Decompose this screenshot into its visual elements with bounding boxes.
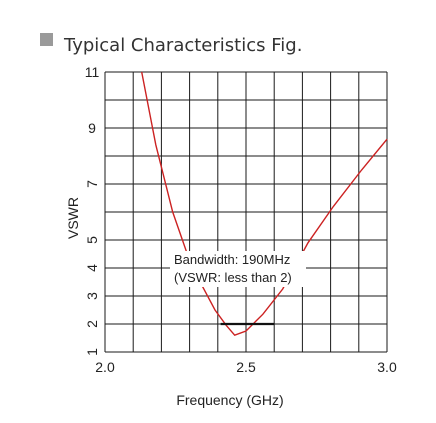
x-axis-label: Frequency (GHz) bbox=[176, 392, 283, 408]
y-tick-labels: 1 2 3 4 5 7 9 11 bbox=[84, 64, 100, 356]
grid bbox=[104, 71, 388, 353]
vswr-curve-0 bbox=[141, 71, 388, 337]
y-tick-label: 4 bbox=[84, 264, 100, 272]
y-tick-label: 5 bbox=[84, 236, 100, 244]
x-tick-labels: 2.0 2.5 3.0 bbox=[95, 359, 397, 375]
bandwidth-annotation: Bandwidth: 190MHz (VSWR: less than 2) bbox=[170, 251, 306, 287]
y-tick-label: 7 bbox=[84, 180, 100, 188]
y-tick-label: 1 bbox=[84, 348, 100, 356]
title-marker-icon bbox=[40, 33, 53, 46]
y-tick-label: 2 bbox=[84, 320, 100, 328]
y-axis-label: VSWR bbox=[65, 197, 81, 239]
y-tick-label: 11 bbox=[85, 64, 100, 80]
series-group bbox=[141, 71, 388, 337]
x-tick-label: 3.0 bbox=[377, 359, 397, 375]
annotation-line-2: (VSWR: less than 2) bbox=[174, 270, 292, 285]
annotation-line-1: Bandwidth: 190MHz bbox=[174, 252, 290, 267]
x-tick-label: 2.5 bbox=[236, 359, 256, 375]
y-tick-label: 9 bbox=[88, 120, 96, 136]
x-tick-label: 2.0 bbox=[95, 359, 115, 375]
y-tick-label: 3 bbox=[84, 292, 100, 300]
chart-title: Typical Characteristics Fig. bbox=[63, 35, 302, 56]
